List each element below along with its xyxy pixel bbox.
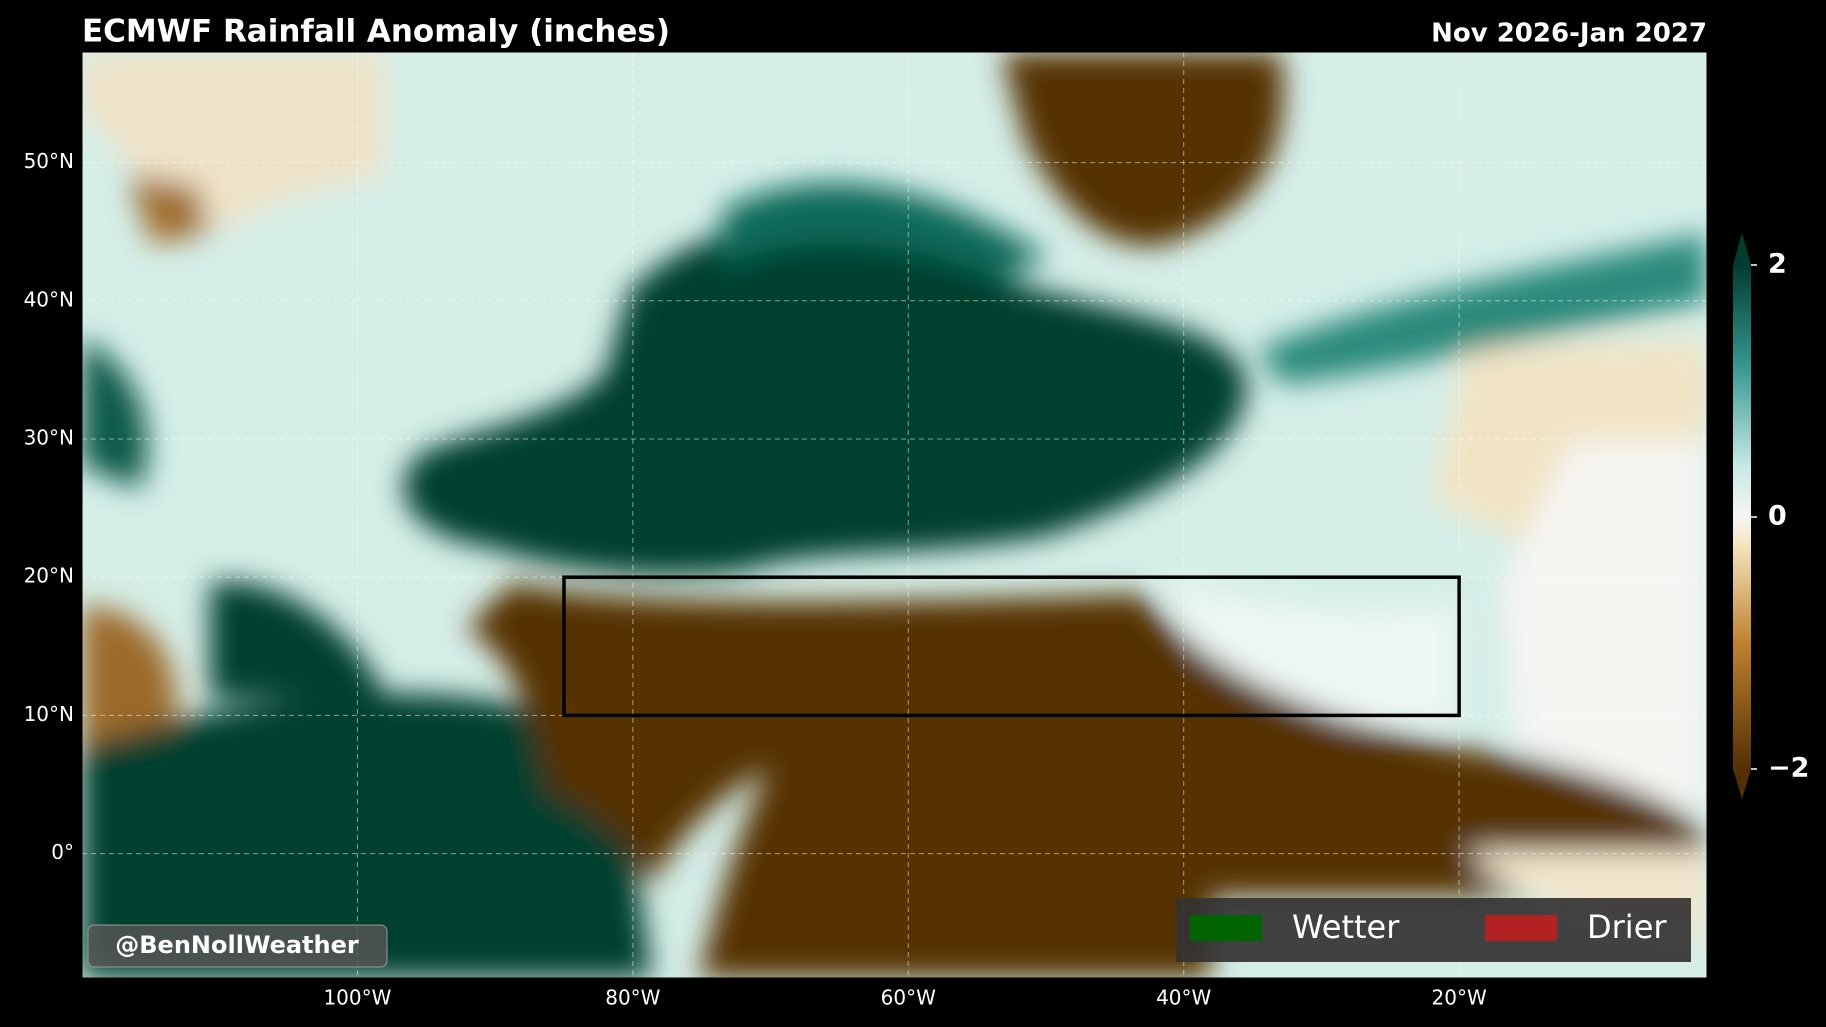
colorbar [1733,233,1751,799]
map-frame [81,51,1708,979]
watermark-box [87,924,388,968]
lon-tick-label: 20°W [1432,986,1487,1010]
lat-tick-label: 0° [51,840,74,864]
lat-tick-label: 20°N [24,564,74,588]
lon-tick-label: 100°W [323,986,391,1010]
colorbar-tick-label: 0 [1768,501,1787,532]
lat-tick-label: 40°N [24,287,74,311]
period: Nov 2026-Jan 2027 [1431,19,1707,49]
legend-swatch [1485,915,1557,941]
lon-tick-label: 80°W [605,986,660,1010]
lat-tick-label: 50°N [24,149,74,173]
region-box [562,575,1461,718]
legend-label: Wetter [1292,908,1400,946]
colorbar-scale [1733,265,1751,769]
lon-tick-label: 60°W [881,986,936,1010]
colorbar-tick-label: 2 [1768,249,1787,280]
lat-tick-label: 30°N [24,425,74,449]
map-area [82,52,1707,978]
anomaly-shading [82,52,1707,978]
colorbar-tick-label: −2 [1768,753,1809,784]
colorbar-extend-top [1733,233,1751,265]
legend-label: Drier [1587,908,1667,946]
lon-tick-label: 40°W [1156,986,1211,1010]
legend-swatch [1190,915,1262,941]
title: ECMWF Rainfall Anomaly (inches) [82,14,670,50]
lat-tick-label: 10°N [24,702,74,726]
watermark: @BenNollWeather [115,931,359,959]
colorbar-extend-bottom [1733,769,1751,799]
